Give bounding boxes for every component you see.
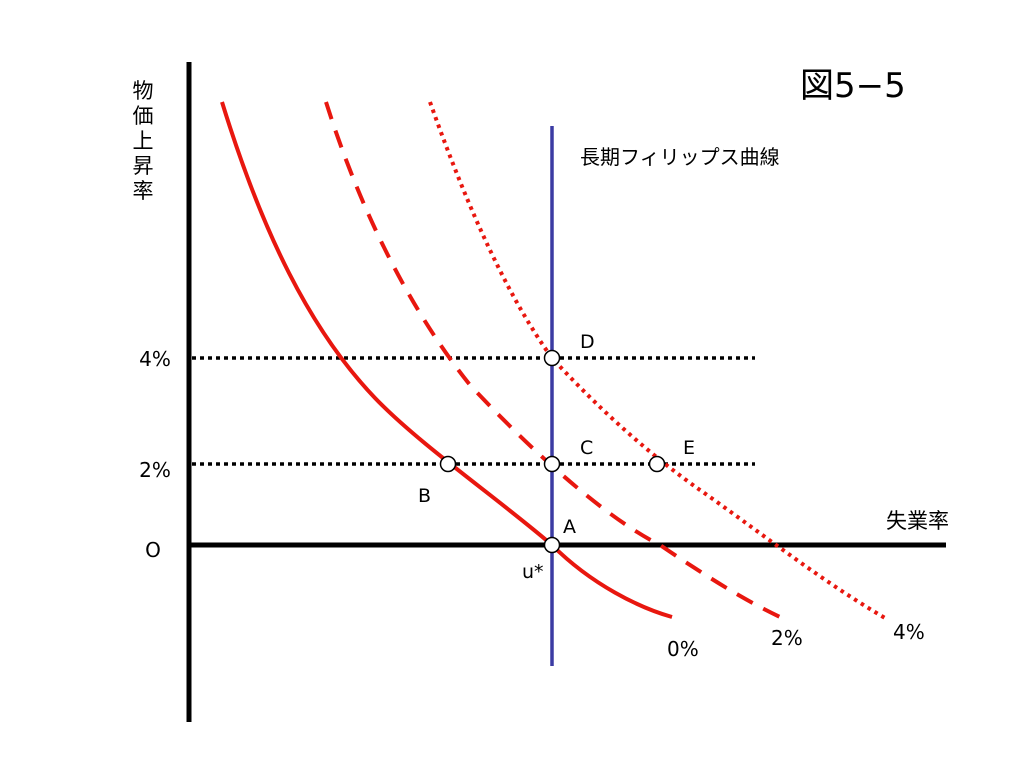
point-c-label: C bbox=[580, 437, 593, 459]
short-run-phillips-curve-0-percent bbox=[220, 101, 673, 619]
y-tick-2-percent: 2% bbox=[139, 458, 171, 482]
point-b-label: B bbox=[418, 485, 431, 507]
curve-4-percent-label: 4% bbox=[893, 620, 925, 644]
y-axis-label-char-3: 上 bbox=[133, 129, 154, 153]
long-run-curve-label: 長期フィリップス曲線 bbox=[580, 145, 780, 169]
point-d-label: D bbox=[580, 331, 595, 353]
y-axis-label-char-5: 率 bbox=[133, 179, 154, 203]
point-e bbox=[648, 455, 666, 473]
point-a-label: A bbox=[563, 516, 576, 538]
y-axis-label-char-2: 価 bbox=[133, 104, 154, 128]
y-axis-label-char-4: 昇 bbox=[133, 154, 154, 178]
point-d bbox=[543, 349, 561, 367]
curve-0-percent-label: 0% bbox=[667, 637, 699, 661]
y-axis-label: 物 価 上 昇 率 bbox=[133, 79, 154, 203]
natural-rate-label: u* bbox=[522, 561, 544, 583]
curve-2-percent-label: 2% bbox=[771, 626, 803, 650]
short-run-phillips-curve-4-percent bbox=[428, 101, 887, 620]
y-axis-label-char-1: 物 bbox=[133, 79, 154, 103]
point-c bbox=[543, 455, 561, 473]
point-a bbox=[543, 536, 561, 554]
x-axis-label: 失業率 bbox=[886, 509, 949, 533]
y-tick-4-percent: 4% bbox=[139, 347, 171, 371]
figure-title: 図5−5 bbox=[800, 66, 906, 106]
point-e-label: E bbox=[683, 437, 695, 459]
origin-label: O bbox=[145, 538, 161, 562]
point-b bbox=[439, 455, 457, 473]
